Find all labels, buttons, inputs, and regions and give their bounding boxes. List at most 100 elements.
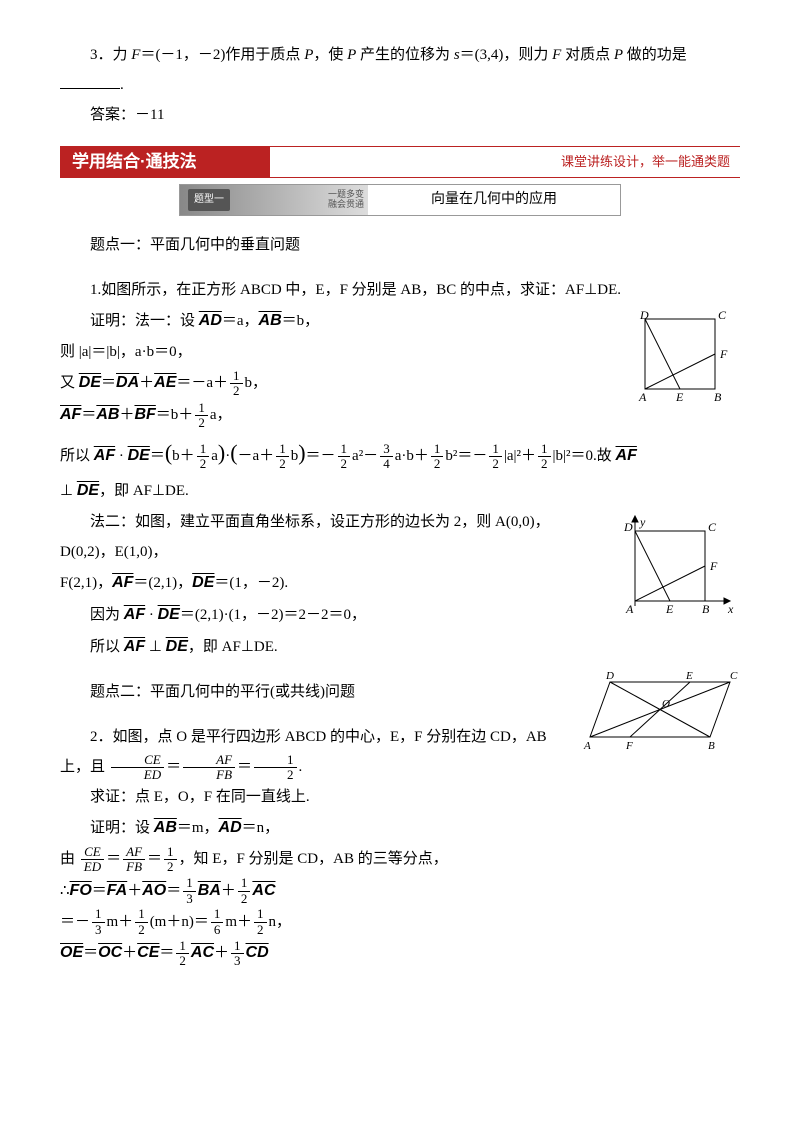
txt: ＝ — [237, 759, 252, 775]
frac-half: 12 — [238, 876, 251, 906]
txt: · — [149, 607, 154, 623]
frac-ce-ed: CEED — [111, 753, 164, 783]
proof2-line: 由 CEED＝AFFB＝12，知 E，F 分别是 CD，AB 的三等分点， — [60, 844, 740, 874]
lbl-A: A — [625, 602, 634, 616]
txt: ＝m， — [177, 820, 219, 836]
vec-AF: AF — [112, 574, 133, 591]
lbl-F: F — [625, 740, 633, 752]
var-P: P — [614, 47, 623, 63]
q3-text: 3．力 — [90, 47, 131, 63]
answer-blank — [60, 74, 120, 89]
txt: ＋ — [139, 375, 154, 391]
vec-DE: DE — [77, 482, 99, 499]
txt: ＝n， — [242, 820, 280, 836]
txt: ＝ — [150, 448, 165, 464]
txt: ⊥ — [60, 483, 73, 499]
banner-subtitle: 课堂讲练设计，举一能通类题 — [561, 149, 740, 175]
frac-third: 13 — [183, 876, 196, 906]
figure-parallelogram: D E C O A F B — [580, 667, 740, 757]
vec-DA: DA — [116, 374, 139, 391]
frac-34: 34 — [380, 442, 393, 472]
banner-title: 学用结合·通技法 — [60, 147, 209, 177]
txt: ＝(1，－2). — [214, 575, 288, 591]
txt: 由 — [60, 851, 79, 867]
answer-3: 答案：－11 — [60, 100, 740, 130]
txt: m＋ — [107, 914, 134, 930]
frac-half: 12 — [254, 753, 297, 783]
txt: ＝ — [166, 759, 181, 775]
lbl-E: E — [685, 670, 693, 682]
txt: a， — [210, 407, 232, 423]
lbl-A: A — [583, 740, 591, 752]
topic-chip: 题型一 — [188, 189, 230, 211]
q3-text: 产生的位移为 — [356, 47, 454, 63]
vec-DE: DE — [158, 606, 180, 623]
lbl-D: D — [623, 520, 633, 534]
frac-ce-ed: CEED — [81, 845, 104, 875]
frac-third: 13 — [231, 939, 244, 969]
lbl-A: A — [638, 390, 647, 404]
q3-text: 对质点 — [561, 47, 614, 63]
frac-half: 12 — [431, 442, 444, 472]
txt: 因为 — [90, 607, 124, 623]
frac-half: 12 — [489, 442, 502, 472]
vec-BF: BF — [134, 406, 155, 423]
txt: ＝(2,1)， — [133, 575, 192, 591]
lbl-F: F — [709, 559, 718, 573]
vec-AD: AD — [199, 312, 222, 329]
topic-box: 题型一 一题多变 融会贯通 向量在几何中的应用 — [179, 184, 621, 216]
txt: |a|²＋ — [504, 448, 536, 464]
proof2-line: ＝－13m＋12(m＋n)＝16m＋12n， — [60, 907, 740, 937]
txt: |b|²＝0.故 — [553, 448, 616, 464]
axis-x: x — [727, 602, 734, 616]
vec-AB: AB — [154, 819, 177, 836]
txt: · — [119, 448, 124, 464]
frac-half: 12 — [538, 442, 551, 472]
vec-OC: OC — [98, 944, 122, 961]
txt: m＋ — [225, 914, 252, 930]
frac-third: 13 — [92, 907, 105, 937]
vec-AF: AF — [94, 447, 115, 464]
lbl-C: C — [730, 670, 738, 682]
txt: ＝(2,1)·(1，－2)＝2－2＝0， — [180, 607, 366, 623]
txt: ＝ — [83, 945, 98, 961]
lbl-E: E — [675, 390, 684, 404]
frac-half: 12 — [254, 907, 267, 937]
proof2-line: 证明：设 AB＝m，AD＝n， — [60, 812, 740, 844]
frac-half: 12 — [197, 442, 210, 472]
lbl-E: E — [665, 602, 674, 616]
vec-CE: CE — [137, 944, 159, 961]
lbl-B: B — [714, 390, 722, 404]
vec-FA: FA — [107, 882, 127, 899]
lbl-B: B — [702, 602, 710, 616]
problem-1: 1.如图所示，在正方形 ABCD 中，E，F 分别是 AB，BC 的中点，求证：… — [60, 275, 740, 305]
txt: 所以 — [60, 448, 94, 464]
txt: ＋ — [221, 883, 236, 899]
txt: ＝ — [147, 851, 162, 867]
frac-half: 12 — [230, 369, 243, 399]
frac-half: 12 — [176, 939, 189, 969]
txt: ＝ — [159, 945, 174, 961]
txt: ⊥ — [149, 639, 162, 655]
vec-AF: AF — [124, 638, 145, 655]
vec-AB: AB — [259, 312, 282, 329]
vec-BA: BA — [198, 882, 221, 899]
txt: ＝－ — [306, 448, 336, 464]
lbl-O: O — [662, 698, 670, 710]
vec-AF: AF — [60, 406, 81, 423]
vec-AO: AO — [142, 882, 166, 899]
txt: ＋ — [122, 945, 137, 961]
txt: ＝ — [81, 407, 96, 423]
lbl-D: D — [605, 670, 614, 682]
txt: ∴ — [60, 883, 70, 899]
vec-DE: DE — [128, 447, 150, 464]
txt: ＝ — [106, 851, 121, 867]
q3-period: . — [120, 77, 124, 93]
vec-AE: AE — [154, 374, 176, 391]
txt: 所以 — [90, 639, 124, 655]
q3-text: ，使 — [313, 47, 347, 63]
frac-half: 12 — [195, 401, 208, 431]
frac-half: 12 — [276, 442, 289, 472]
proof-label: 证明：法一：设 — [90, 313, 199, 329]
figure-square-axes: y x D C F A E B — [610, 511, 740, 621]
